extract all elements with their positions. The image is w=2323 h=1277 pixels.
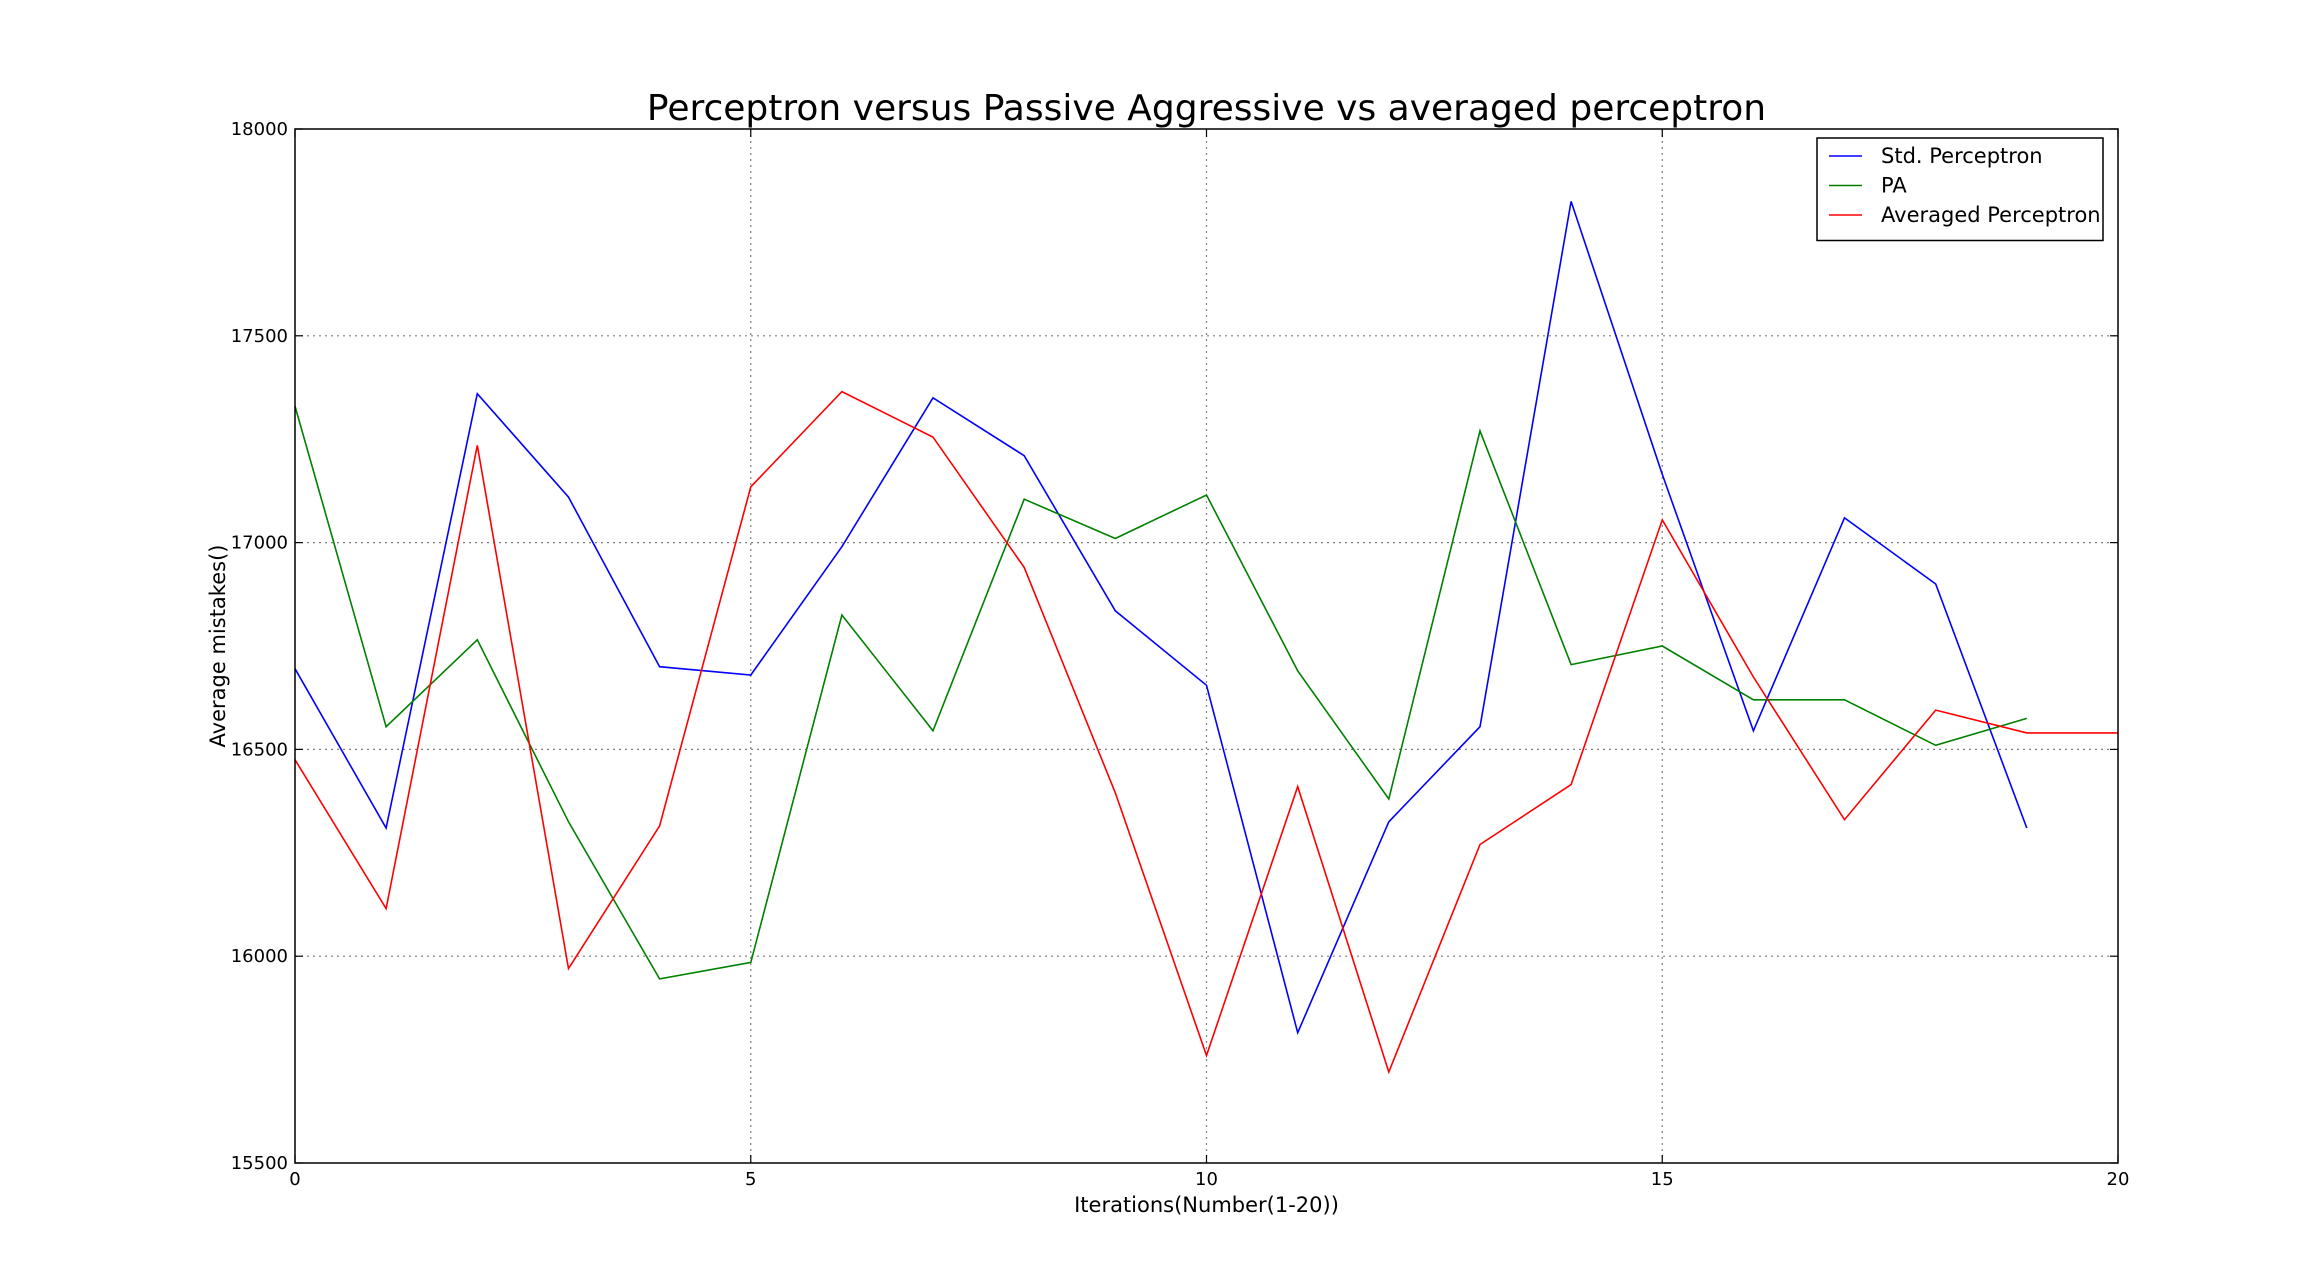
series-line-2 bbox=[294, 405, 2028, 980]
legend-label-1: Std. Perceptron bbox=[1881, 144, 2043, 168]
x-tick-label: 0 bbox=[289, 1169, 300, 1190]
chart-title: Perceptron versus Passive Aggressive vs … bbox=[647, 88, 1766, 129]
legend-label-2: PA bbox=[1881, 174, 1907, 198]
axis-ticks: 0 5 10 15 20 15500 16000 16500 17000 17500 18000 bbox=[231, 119, 2130, 1190]
y-tick-label: 16000 bbox=[231, 946, 288, 967]
y-axis-label: Average mistakes() bbox=[206, 545, 230, 748]
y-tick-label: 17000 bbox=[231, 533, 288, 554]
x-tick-label: 5 bbox=[745, 1169, 756, 1190]
x-axis-label: Iterations(Number(1-20)) bbox=[1074, 1193, 1339, 1217]
series-line-3 bbox=[294, 390, 2118, 1075]
series-group bbox=[294, 201, 2118, 1075]
x-tick-label: 20 bbox=[2107, 1169, 2130, 1190]
y-tick-label: 18000 bbox=[231, 119, 288, 140]
y-tick-label: 15500 bbox=[231, 1153, 288, 1174]
x-tick-label: 15 bbox=[1651, 1169, 1674, 1190]
series-line-1 bbox=[294, 201, 2028, 1036]
x-tick-label: 10 bbox=[1195, 1169, 1218, 1190]
legend-label-3: Averaged Perceptron bbox=[1881, 203, 2101, 227]
y-tick-label: 16500 bbox=[231, 739, 288, 760]
y-tick-label: 17500 bbox=[231, 326, 288, 347]
legend-box bbox=[1816, 137, 2104, 242]
legend: Std. Perceptron PA Averaged Perceptron bbox=[1816, 137, 2104, 242]
